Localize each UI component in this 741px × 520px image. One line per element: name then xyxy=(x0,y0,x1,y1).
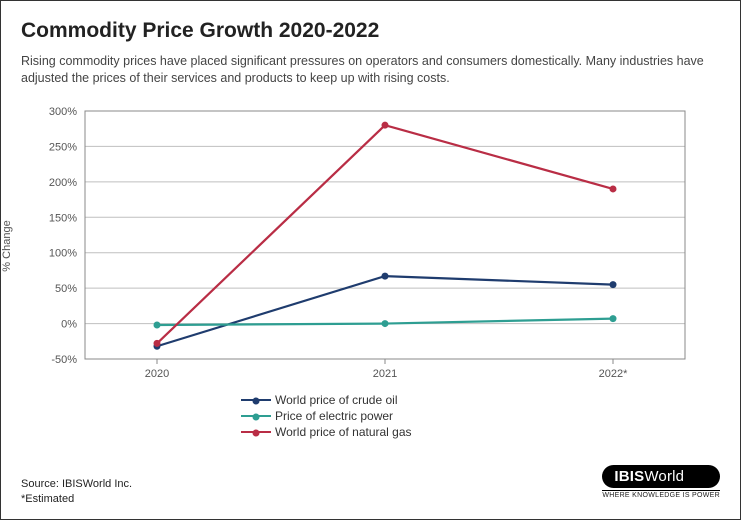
brand-block: IBISWorld WHERE KNOWLEDGE IS POWER xyxy=(602,465,720,499)
chart-subtitle: Rising commodity prices have placed sign… xyxy=(21,53,711,87)
chart-area: % Change -50%0%50%100%150%200%250%300%20… xyxy=(25,101,715,391)
legend-item: World price of crude oil xyxy=(241,393,720,407)
legend-swatch xyxy=(241,415,271,417)
svg-text:200%: 200% xyxy=(49,177,77,189)
svg-text:2021: 2021 xyxy=(373,368,397,380)
brand-prefix: IBIS xyxy=(614,468,644,485)
legend-swatch xyxy=(241,399,271,401)
chart-card: Commodity Price Growth 2020-2022 Rising … xyxy=(0,0,741,520)
legend-label: World price of natural gas xyxy=(275,425,412,439)
brand-suffix: World xyxy=(644,468,684,485)
svg-text:2022*: 2022* xyxy=(599,368,628,380)
legend: World price of crude oil Price of electr… xyxy=(241,393,720,439)
svg-text:2020: 2020 xyxy=(145,368,169,380)
legend-dot xyxy=(253,429,260,436)
legend-label: World price of crude oil xyxy=(275,393,398,407)
brand-tagline: WHERE KNOWLEDGE IS POWER xyxy=(602,490,720,499)
chart-title: Commodity Price Growth 2020-2022 xyxy=(21,19,720,43)
svg-text:150%: 150% xyxy=(49,212,77,224)
brand-logo: IBISWorld xyxy=(602,465,720,488)
legend-item: World price of natural gas xyxy=(241,425,720,439)
svg-text:250%: 250% xyxy=(49,141,77,153)
legend-item: Price of electric power xyxy=(241,409,720,423)
svg-text:-50%: -50% xyxy=(51,354,77,366)
y-axis-label: % Change xyxy=(1,220,13,271)
legend-dot xyxy=(253,397,260,404)
chart-footer: Source: IBISWorld Inc. *Estimated xyxy=(21,477,132,507)
svg-text:50%: 50% xyxy=(55,283,77,295)
svg-text:300%: 300% xyxy=(49,106,77,118)
source-text: Source: IBISWorld Inc. xyxy=(21,477,132,492)
legend-swatch xyxy=(241,431,271,433)
legend-dot xyxy=(253,413,260,420)
svg-text:100%: 100% xyxy=(49,247,77,259)
svg-text:0%: 0% xyxy=(61,318,77,330)
legend-label: Price of electric power xyxy=(275,409,393,423)
line-chart-svg: -50% 0% 50% 100% 150% 200% 250% 300% 2020 2021 202… xyxy=(25,101,715,391)
footnote-text: *Estimated xyxy=(21,492,132,507)
